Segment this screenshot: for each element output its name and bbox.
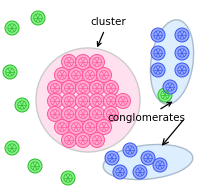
Circle shape [62,94,77,108]
Circle shape [175,63,189,77]
Circle shape [61,171,75,185]
Circle shape [36,48,140,152]
Circle shape [62,54,77,70]
Ellipse shape [103,144,193,180]
Circle shape [75,54,90,70]
Circle shape [90,106,104,122]
Circle shape [48,106,62,122]
Circle shape [75,81,90,95]
Circle shape [75,106,90,122]
Circle shape [62,81,77,95]
Circle shape [158,88,172,102]
Circle shape [90,54,104,70]
Circle shape [90,81,104,95]
Circle shape [103,106,119,122]
Circle shape [113,165,127,179]
Text: conglomerates: conglomerates [107,102,185,123]
Circle shape [97,119,112,135]
Circle shape [82,67,97,83]
Circle shape [82,119,97,135]
Circle shape [15,98,29,112]
Circle shape [31,11,45,25]
Ellipse shape [150,20,194,104]
Circle shape [153,158,167,172]
Circle shape [123,143,137,157]
Circle shape [90,94,104,108]
Circle shape [133,165,147,179]
Circle shape [97,67,112,83]
Circle shape [3,65,17,79]
Text: cluster: cluster [90,17,126,46]
Circle shape [62,106,77,122]
Circle shape [55,119,70,135]
Circle shape [116,94,130,108]
Circle shape [175,46,189,60]
Circle shape [175,28,189,42]
Circle shape [90,132,104,147]
Circle shape [5,141,19,155]
Circle shape [68,119,84,135]
Circle shape [5,21,19,35]
Circle shape [48,94,62,108]
Circle shape [151,46,165,60]
Circle shape [105,151,119,165]
Circle shape [62,132,77,147]
Circle shape [151,63,165,77]
Circle shape [103,94,119,108]
Circle shape [103,81,119,95]
Circle shape [68,67,84,83]
Circle shape [151,28,165,42]
Circle shape [163,80,177,94]
Circle shape [141,151,155,165]
Circle shape [48,81,62,95]
Circle shape [28,159,42,173]
Circle shape [75,94,90,108]
Circle shape [55,67,70,83]
Circle shape [75,132,90,147]
